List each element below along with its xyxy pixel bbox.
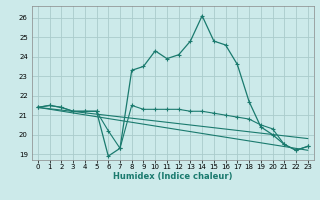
X-axis label: Humidex (Indice chaleur): Humidex (Indice chaleur) (113, 172, 233, 181)
